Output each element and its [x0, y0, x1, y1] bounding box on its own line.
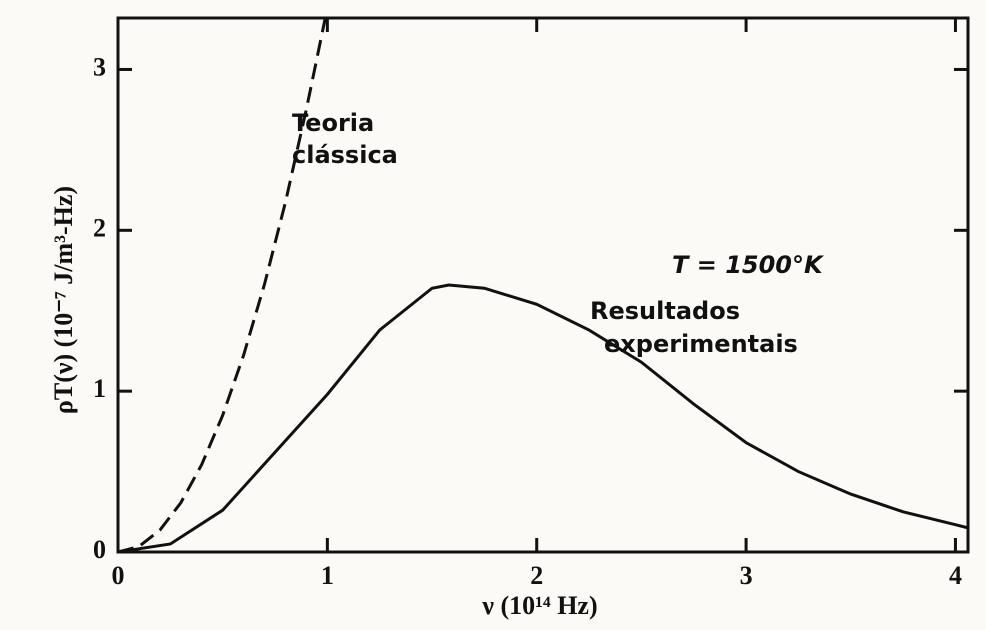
- curve: [117, 17, 327, 554]
- y-tick-label: 2: [93, 213, 106, 242]
- y-tick-label: 0: [93, 535, 106, 564]
- x-tick-label: 1: [321, 561, 334, 590]
- y-axis-label: ρT(ν) (10⁻⁷ J/m³-Hz): [49, 186, 78, 414]
- annotation: T = 1500°K: [672, 251, 825, 279]
- plot-frame: [116, 16, 970, 554]
- x-axis-label: ν (10¹⁴ Hz): [481, 591, 597, 620]
- curve: [117, 283, 969, 554]
- x-tick-label: 0: [112, 561, 125, 590]
- annotation: clássica: [292, 141, 398, 169]
- x-tick-label: 3: [740, 561, 753, 590]
- y-tick-label: 1: [93, 374, 106, 403]
- x-tick-label: 4: [949, 561, 962, 590]
- x-tick-label: 2: [530, 561, 543, 590]
- annotation: Resultados: [590, 297, 740, 325]
- annotation: experimentais: [604, 330, 798, 358]
- y-tick-label: 3: [93, 52, 106, 81]
